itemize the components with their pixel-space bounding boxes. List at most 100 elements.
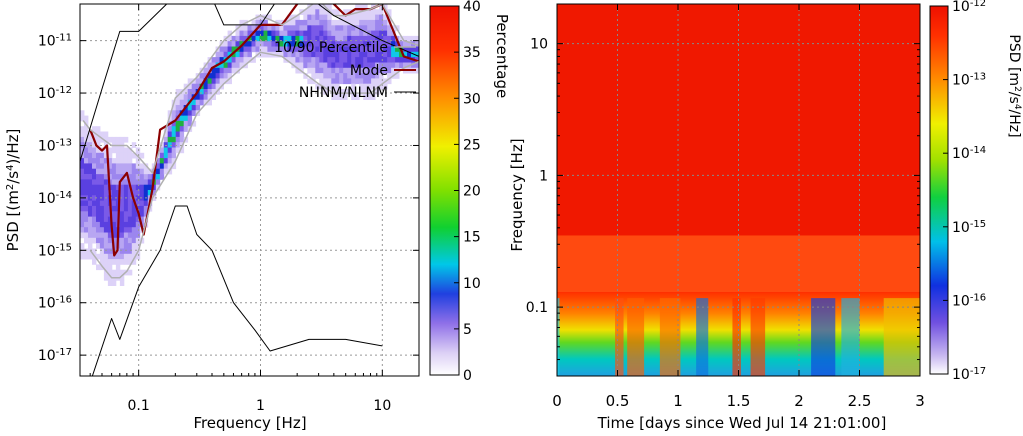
heat-cell: [339, 89, 344, 95]
heat-cell: [355, 30, 360, 37]
heat-cell: [215, 73, 220, 79]
heat-cell: [335, 51, 340, 58]
heat-cell: [399, 35, 404, 42]
heat-cell: [163, 136, 169, 143]
heat-cell: [347, 57, 352, 63]
heat-cell: [223, 73, 228, 79]
heat-cell: [359, 57, 364, 63]
heat-cell: [92, 158, 97, 164]
heat-cell: [96, 227, 101, 233]
left-colorbar-tick-label: 20: [463, 184, 481, 200]
heat-cell: [375, 35, 380, 42]
heat-cell: [96, 147, 101, 154]
heat-cell: [131, 243, 137, 249]
heat-cell: [299, 62, 304, 69]
heat-cell: [88, 158, 93, 164]
heat-cell: [99, 205, 105, 212]
heat-cell: [92, 163, 97, 170]
left-colorbar: 0 5 10 15 20 25 30 35 40 Percentage: [429, 0, 511, 384]
heat-cell: [159, 158, 165, 164]
heat-cell: [127, 227, 133, 233]
heat-cell: [111, 184, 117, 191]
heat-cell: [119, 227, 125, 233]
heat-cell: [359, 89, 364, 95]
spectrogram-stripe: [811, 298, 836, 376]
heat-cell: [179, 115, 185, 122]
heat-cell: [295, 46, 300, 53]
heat-cell: [251, 35, 256, 42]
heat-cell: [387, 67, 392, 74]
right-colorbar-ticks: 10-12 10-13 10-14 10-15 10-16 10-17: [943, 0, 986, 383]
heat-cell: [167, 136, 173, 143]
heat-cell: [319, 67, 324, 74]
heat-cell: [155, 158, 161, 164]
heat-cell: [391, 51, 396, 58]
heat-cell: [183, 115, 189, 122]
heat-cell: [319, 41, 324, 47]
heat-cell: [327, 78, 332, 85]
heat-cell: [123, 248, 129, 255]
heat-cell: [139, 216, 145, 223]
heat-cell: [84, 131, 89, 138]
heat-cell: [339, 46, 344, 53]
heat-cell: [351, 25, 356, 31]
heat-cell: [103, 131, 109, 138]
heat-cell: [267, 14, 272, 21]
left-y-tick-label: 10-13: [38, 137, 72, 155]
heat-cell: [219, 73, 224, 79]
heat-cell: [167, 131, 173, 138]
heat-cell: [88, 147, 93, 154]
heat-cell: [355, 41, 360, 47]
heat-cell: [119, 136, 125, 143]
heat-cell: [103, 248, 109, 255]
heat-cell: [403, 51, 408, 58]
heat-cell: [243, 30, 248, 37]
heat-cell: [271, 30, 276, 37]
heat-cell: [131, 163, 137, 170]
heat-cell: [167, 158, 173, 164]
heat-cell: [351, 41, 356, 47]
heat-cell: [359, 83, 364, 90]
heat-cell: [92, 131, 97, 138]
heat-cell: [395, 41, 400, 47]
heat-cell: [96, 200, 101, 207]
heat-cell: [379, 19, 384, 26]
heat-cell: [183, 136, 189, 143]
left-colorbar-tick-label: 30: [463, 91, 481, 107]
heat-cell: [367, 41, 372, 47]
heat-cell: [103, 179, 109, 186]
left-colorbar-tick-label: 10: [463, 276, 481, 292]
heat-cell: [123, 243, 129, 249]
heat-cell: [111, 195, 117, 201]
left-colorbar-tick-label: 40: [463, 0, 481, 15]
heat-cell: [247, 35, 252, 42]
left-x-axis-label: Frequency [Hz]: [193, 414, 306, 432]
heat-cell: [123, 190, 129, 196]
heat-cell: [107, 243, 113, 249]
heat-cell: [251, 57, 256, 63]
heat-cell: [123, 179, 129, 186]
heat-cell: [131, 174, 137, 180]
heat-cell: [80, 174, 85, 180]
heat-cell: [355, 14, 360, 21]
heat-cell: [287, 41, 292, 47]
heat-cell: [379, 46, 384, 53]
heat-cell: [115, 190, 121, 196]
heat-cell: [80, 216, 85, 223]
heat-cell: [92, 248, 97, 255]
heat-cell: [183, 126, 189, 132]
heat-cell: [147, 184, 153, 191]
heat-cell: [315, 19, 320, 26]
heat-cell: [119, 205, 125, 212]
heat-cell: [303, 46, 308, 53]
heat-cell: [347, 89, 352, 95]
heat-cell: [103, 264, 109, 271]
heat-cell: [123, 184, 129, 191]
heat-cell: [163, 158, 169, 164]
heat-cell: [363, 41, 368, 47]
heat-cell: [267, 30, 272, 37]
heat-cell: [343, 51, 348, 58]
heat-cell: [407, 35, 412, 42]
heat-cell: [335, 78, 340, 85]
